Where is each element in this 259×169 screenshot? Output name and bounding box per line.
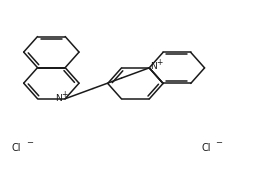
Text: +: +	[156, 58, 163, 67]
Text: −: −	[26, 138, 33, 147]
Text: N: N	[150, 62, 157, 71]
Text: Cl: Cl	[12, 143, 21, 153]
Text: −: −	[215, 138, 222, 147]
Text: +: +	[61, 90, 68, 99]
Text: Cl: Cl	[201, 143, 211, 153]
Text: N: N	[55, 94, 62, 103]
